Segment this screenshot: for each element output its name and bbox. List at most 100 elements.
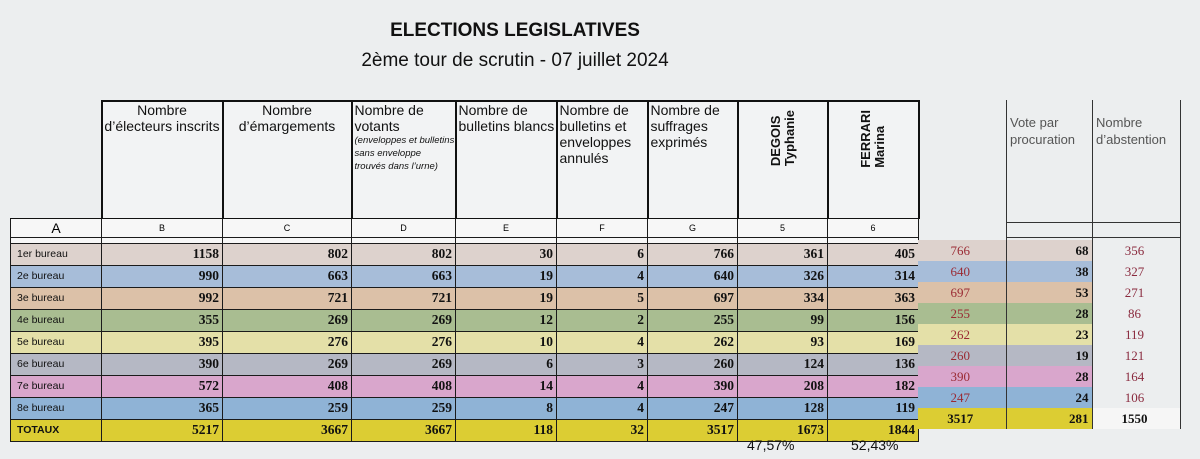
value-cell: 390 — [101, 352, 223, 376]
abstention-cell: 327 — [1091, 261, 1181, 282]
right-row: 247 24 106 — [918, 387, 1181, 408]
value-cell: 5 — [556, 286, 648, 310]
value-cell: 208 — [737, 374, 828, 398]
right-row: 260 19 121 — [918, 345, 1181, 366]
value-cell: 32 — [556, 418, 648, 442]
value-cell: 8 — [455, 396, 557, 420]
table-row: 6e bureau 390 269 269 6 3 260 124 136 — [10, 352, 919, 376]
exprimes-copy-cell: 640 — [918, 261, 1006, 282]
value-cell: 721 — [351, 286, 456, 310]
value-cell: 1844 — [827, 418, 919, 442]
value-cell: 408 — [222, 374, 352, 398]
right-row: 697 53 271 — [918, 282, 1181, 303]
bureau-label: 5e bureau — [10, 330, 102, 354]
value-cell: 697 — [647, 286, 738, 310]
column-letter: C — [222, 217, 352, 238]
value-cell: 802 — [351, 242, 456, 266]
value-cell: 259 — [222, 396, 352, 420]
bureau-label: 4e bureau — [10, 308, 102, 332]
bureau-label: 8e bureau — [10, 396, 102, 420]
value-cell: 247 — [647, 396, 738, 420]
header-electeurs: Nombre d’électeurs inscrits — [100, 100, 224, 219]
exprimes-copy-cell: 390 — [918, 366, 1006, 387]
procuration-cell: 53 — [1005, 282, 1092, 303]
value-cell: 3517 — [647, 418, 738, 442]
bureau-label: 7e bureau — [10, 374, 102, 398]
exprimes-copy-cell: 255 — [918, 303, 1006, 324]
value-cell: 259 — [351, 396, 456, 420]
header-votants: Nombre de votants (enveloppes et bulletin… — [350, 100, 457, 219]
value-cell: 169 — [827, 330, 919, 354]
right-row: 262 23 119 — [918, 324, 1181, 345]
value-cell: 119 — [827, 396, 919, 420]
value-cell: 4 — [556, 374, 648, 398]
value-cell: 355 — [101, 308, 223, 332]
header-emargements: Nombre d’émargements — [221, 100, 353, 219]
value-cell: 255 — [647, 308, 738, 332]
right-row: 255 28 86 — [918, 303, 1181, 324]
header-annules: Nombre de bulletins et enveloppes annulé… — [555, 100, 649, 219]
header-exprimes: Nombre de suffrages exprimés — [646, 100, 739, 219]
abstention-cell: 1550 — [1091, 408, 1181, 429]
value-cell: 572 — [101, 374, 223, 398]
abstention-cell: 356 — [1091, 240, 1181, 261]
candidate-2-name: FERRARI — [858, 110, 873, 168]
value-cell: 19 — [455, 264, 557, 288]
abstention-cell: 106 — [1091, 387, 1181, 408]
value-cell: 269 — [222, 352, 352, 376]
candidate-1-firstname: Typhanie — [781, 110, 797, 167]
header-votants-note: (enveloppes et bulletins sans enveloppe … — [354, 135, 455, 172]
table-row: 1er bureau 1158 802 802 30 6 766 361 405 — [10, 242, 919, 266]
table-row: 8e bureau 365 259 259 8 4 247 128 119 — [10, 396, 919, 420]
procuration-cell: 28 — [1005, 303, 1092, 324]
procuration-cell: 28 — [1005, 366, 1092, 387]
value-cell: 136 — [827, 352, 919, 376]
column-letter: 5 — [737, 217, 828, 238]
right-divider — [1006, 222, 1181, 223]
document-title: ELECTIONS LEGISLATIVES — [390, 20, 640, 41]
value-cell: 269 — [351, 308, 456, 332]
value-cell: 99 — [737, 308, 828, 332]
exprimes-copy-cell: 247 — [918, 387, 1006, 408]
value-cell: 262 — [647, 330, 738, 354]
procuration-cell: 281 — [1005, 408, 1092, 429]
value-cell: 408 — [351, 374, 456, 398]
abstention-cell: 164 — [1091, 366, 1181, 387]
value-cell: 334 — [737, 286, 828, 310]
value-cell: 5217 — [101, 418, 223, 442]
value-cell: 182 — [827, 374, 919, 398]
table-row: 3e bureau 992 721 721 19 5 697 334 363 — [10, 286, 919, 310]
abstention-cell: 271 — [1091, 282, 1181, 303]
value-cell: 2 — [556, 308, 648, 332]
abstention-cell: 86 — [1091, 303, 1181, 324]
value-cell: 766 — [647, 242, 738, 266]
value-cell: 14 — [455, 374, 557, 398]
right-row: 766 68 356 — [918, 240, 1181, 261]
value-cell: 19 — [455, 286, 557, 310]
column-letter: B — [101, 217, 223, 238]
value-cell: 6 — [455, 352, 557, 376]
column-letter: F — [556, 217, 648, 238]
value-cell: 93 — [737, 330, 828, 354]
right-divider — [1006, 237, 1181, 238]
value-cell: 326 — [737, 264, 828, 288]
right-totals-row: 3517 281 1550 — [918, 408, 1181, 429]
value-cell: 156 — [827, 308, 919, 332]
exprimes-copy-cell: 262 — [918, 324, 1006, 345]
table-row: 7e bureau 572 408 408 14 4 390 208 182 — [10, 374, 919, 398]
procuration-cell: 19 — [1005, 345, 1092, 366]
value-cell: 276 — [351, 330, 456, 354]
bureau-label: 6e bureau — [10, 352, 102, 376]
header-blancs: Nombre de bulletins blancs — [454, 100, 558, 219]
value-cell: 269 — [222, 308, 352, 332]
value-cell: 6 — [556, 242, 648, 266]
value-cell: 3667 — [351, 418, 456, 442]
value-cell: 314 — [827, 264, 919, 288]
table-row: 4e bureau 355 269 269 12 2 255 99 156 — [10, 308, 919, 332]
value-cell: 118 — [455, 418, 557, 442]
bureau-label: 1er bureau — [10, 242, 102, 266]
value-cell: 10 — [455, 330, 557, 354]
candidate-1-name: DEGOIS — [767, 115, 783, 167]
value-cell: 128 — [737, 396, 828, 420]
candidate-1-label: DEGOIS Typhanie — [767, 110, 797, 167]
